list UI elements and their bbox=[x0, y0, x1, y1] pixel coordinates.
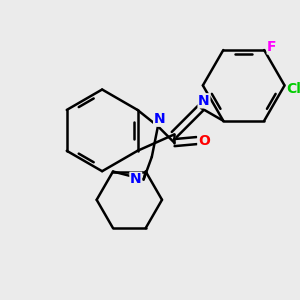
Text: N: N bbox=[130, 172, 142, 186]
Text: F: F bbox=[267, 40, 277, 54]
Text: Cl: Cl bbox=[286, 82, 300, 96]
Text: O: O bbox=[198, 134, 210, 148]
Text: N: N bbox=[154, 112, 165, 126]
Text: N: N bbox=[198, 94, 210, 108]
